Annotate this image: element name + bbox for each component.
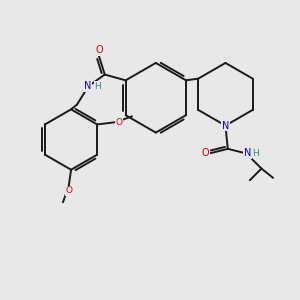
Text: N: N (222, 121, 229, 130)
Text: N: N (244, 148, 251, 158)
Text: O: O (65, 186, 72, 195)
Text: O: O (116, 118, 123, 127)
Text: H: H (252, 149, 259, 158)
Text: O: O (95, 45, 103, 55)
Text: N: N (84, 81, 91, 91)
Text: O: O (202, 148, 209, 158)
Text: H: H (94, 82, 101, 91)
